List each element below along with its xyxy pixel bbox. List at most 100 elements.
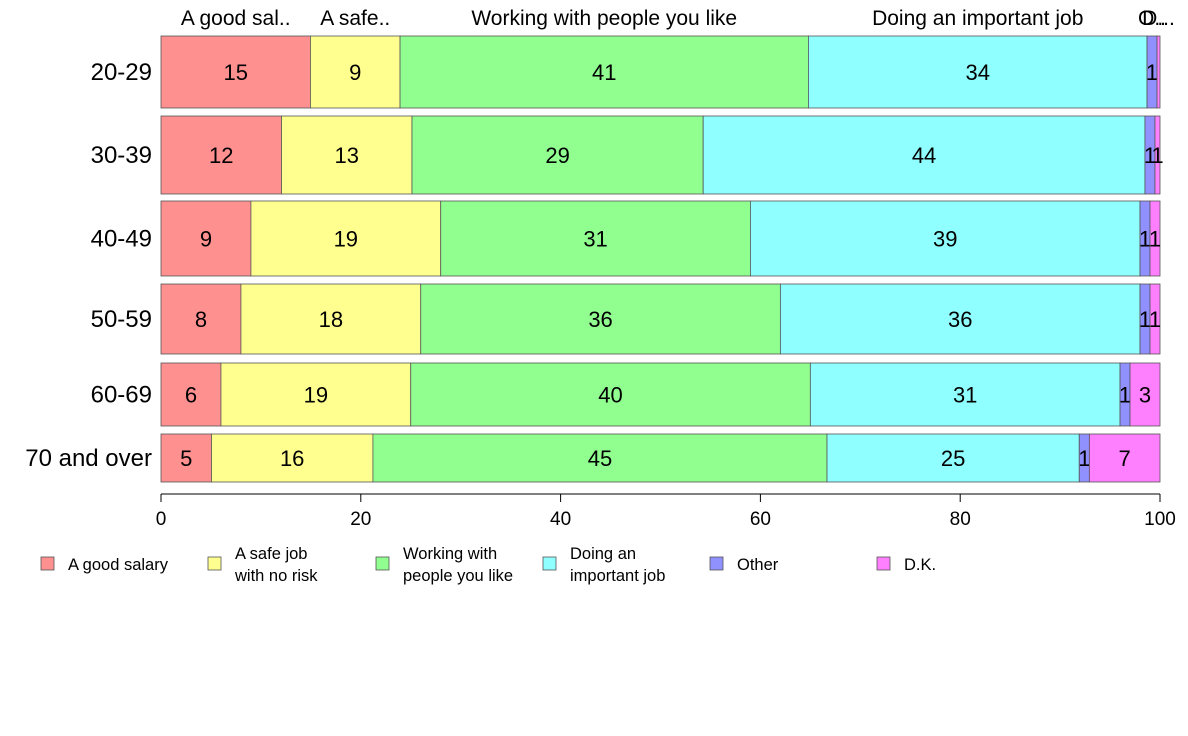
data-label: 36 xyxy=(948,307,972,332)
data-label: 9 xyxy=(200,227,212,252)
bar-segment xyxy=(160,115,282,195)
data-label: 12 xyxy=(209,143,233,168)
data-label: 1 xyxy=(1139,227,1151,252)
data-label: 1 xyxy=(1139,307,1151,332)
legend-swatch xyxy=(876,556,891,571)
bar-segment xyxy=(440,200,751,277)
bar-segment xyxy=(826,433,1080,483)
row-label: 20-29 xyxy=(91,59,152,86)
data-label: 25 xyxy=(941,446,965,471)
x-tick-label: 0 xyxy=(156,509,167,530)
bar-row-5: 6 19 40 31 1 3 xyxy=(160,362,1161,427)
bar-segment xyxy=(211,433,374,483)
legend-label: Doing an xyxy=(570,545,636,563)
bar-segment xyxy=(1156,35,1161,109)
bar-segment xyxy=(250,200,442,277)
top-category-label: O.. xyxy=(1138,7,1166,30)
bars: 15 9 41 34 112 13 29 44 119 19 31 39 118 18 36 36 116 19 4… xyxy=(160,35,1164,483)
data-label: 18 xyxy=(319,307,343,332)
bar-segment xyxy=(1088,433,1161,483)
data-label: 36 xyxy=(588,307,612,332)
data-label: 6 xyxy=(185,383,197,408)
data-label: 34 xyxy=(965,60,989,85)
data-label: 1 xyxy=(1151,143,1163,168)
legend-item: Other xyxy=(709,556,779,574)
data-label: 9 xyxy=(349,60,361,85)
legend-swatch xyxy=(40,556,55,571)
data-label: 44 xyxy=(912,143,936,168)
legend-swatch xyxy=(207,556,222,571)
data-label: 1 xyxy=(1149,307,1161,332)
legend-label: A safe job xyxy=(235,545,307,563)
top-category-label: Doing an important job xyxy=(872,7,1083,30)
legend-item: A safe job with no risk xyxy=(207,545,318,585)
bar-segment xyxy=(750,200,1141,277)
data-label: 29 xyxy=(545,143,569,168)
data-label: 5 xyxy=(180,446,192,471)
top-category-label: D... xyxy=(1142,7,1175,30)
x-axis: 0 20 40 60 80 100 xyxy=(156,493,1176,530)
data-label: 19 xyxy=(304,383,328,408)
data-label: 15 xyxy=(223,60,247,85)
bar-segment xyxy=(411,115,704,195)
data-label: 8 xyxy=(195,307,207,332)
bar-segment xyxy=(160,200,252,277)
bar-segment xyxy=(1149,200,1161,277)
bar-segment xyxy=(160,362,222,427)
top-category-label: Working with people you like xyxy=(471,7,737,30)
bar-segment xyxy=(808,35,1148,109)
bar-segment xyxy=(809,362,1121,427)
bar-segment xyxy=(160,283,242,355)
legend: A good salary A safe job with no risk Worki… xyxy=(40,545,936,585)
bar-segment xyxy=(410,362,811,427)
data-label: 45 xyxy=(588,446,612,471)
row-label: 30-39 xyxy=(91,142,152,169)
bar-row-6: 5 16 45 25 1 7 xyxy=(160,433,1161,483)
row-label: 40-49 xyxy=(91,226,152,253)
row-label: 70 and over xyxy=(25,445,152,472)
data-label: 19 xyxy=(334,227,358,252)
data-label: 1 xyxy=(1144,143,1156,168)
x-tick-label: 40 xyxy=(550,509,571,530)
row-label: 50-59 xyxy=(91,306,152,333)
bar-segment xyxy=(310,35,401,109)
x-tick-label: 100 xyxy=(1144,509,1176,530)
top-category-labels: A good sal.. A safe.. Working with people … xyxy=(181,7,1175,30)
data-label: 1 xyxy=(1078,446,1090,471)
data-label: 31 xyxy=(953,383,977,408)
data-label: 16 xyxy=(280,446,304,471)
bar-segment xyxy=(702,115,1146,195)
top-category-label: A good sal.. xyxy=(181,7,291,30)
bar-segment xyxy=(1154,115,1161,195)
legend-label: Other xyxy=(737,556,779,574)
x-tick-label: 20 xyxy=(350,509,371,530)
bar-row-4: 8 18 36 36 11 xyxy=(160,283,1161,355)
data-label: 1 xyxy=(1119,383,1131,408)
legend-label: A good salary xyxy=(68,556,169,574)
bar-segment xyxy=(420,283,781,355)
x-tick-label: 80 xyxy=(950,509,971,530)
data-label: 41 xyxy=(592,60,616,85)
data-label: 7 xyxy=(1119,446,1131,471)
bar-row-3: 9 19 31 39 11 xyxy=(160,200,1161,277)
bar-segment xyxy=(160,433,212,483)
bar-segment xyxy=(779,283,1141,355)
data-label: 1 xyxy=(1149,227,1161,252)
top-category-label: A safe.. xyxy=(320,7,390,30)
legend-label: with no risk xyxy=(234,567,318,585)
data-label: 3 xyxy=(1139,383,1151,408)
legend-label: important job xyxy=(570,567,665,585)
row-label: 60-69 xyxy=(91,382,152,409)
legend-label: D.K. xyxy=(904,556,936,574)
legend-item: Working with people you like xyxy=(375,545,513,585)
data-label: 39 xyxy=(933,227,957,252)
legend-swatch xyxy=(542,556,557,571)
bar-segment xyxy=(220,362,412,427)
legend-label: people you like xyxy=(403,567,513,585)
x-tick-label: 60 xyxy=(750,509,771,530)
data-label: 40 xyxy=(598,383,622,408)
legend-item: D.K. xyxy=(876,556,936,574)
data-label: 31 xyxy=(583,227,607,252)
legend-swatch xyxy=(375,556,390,571)
